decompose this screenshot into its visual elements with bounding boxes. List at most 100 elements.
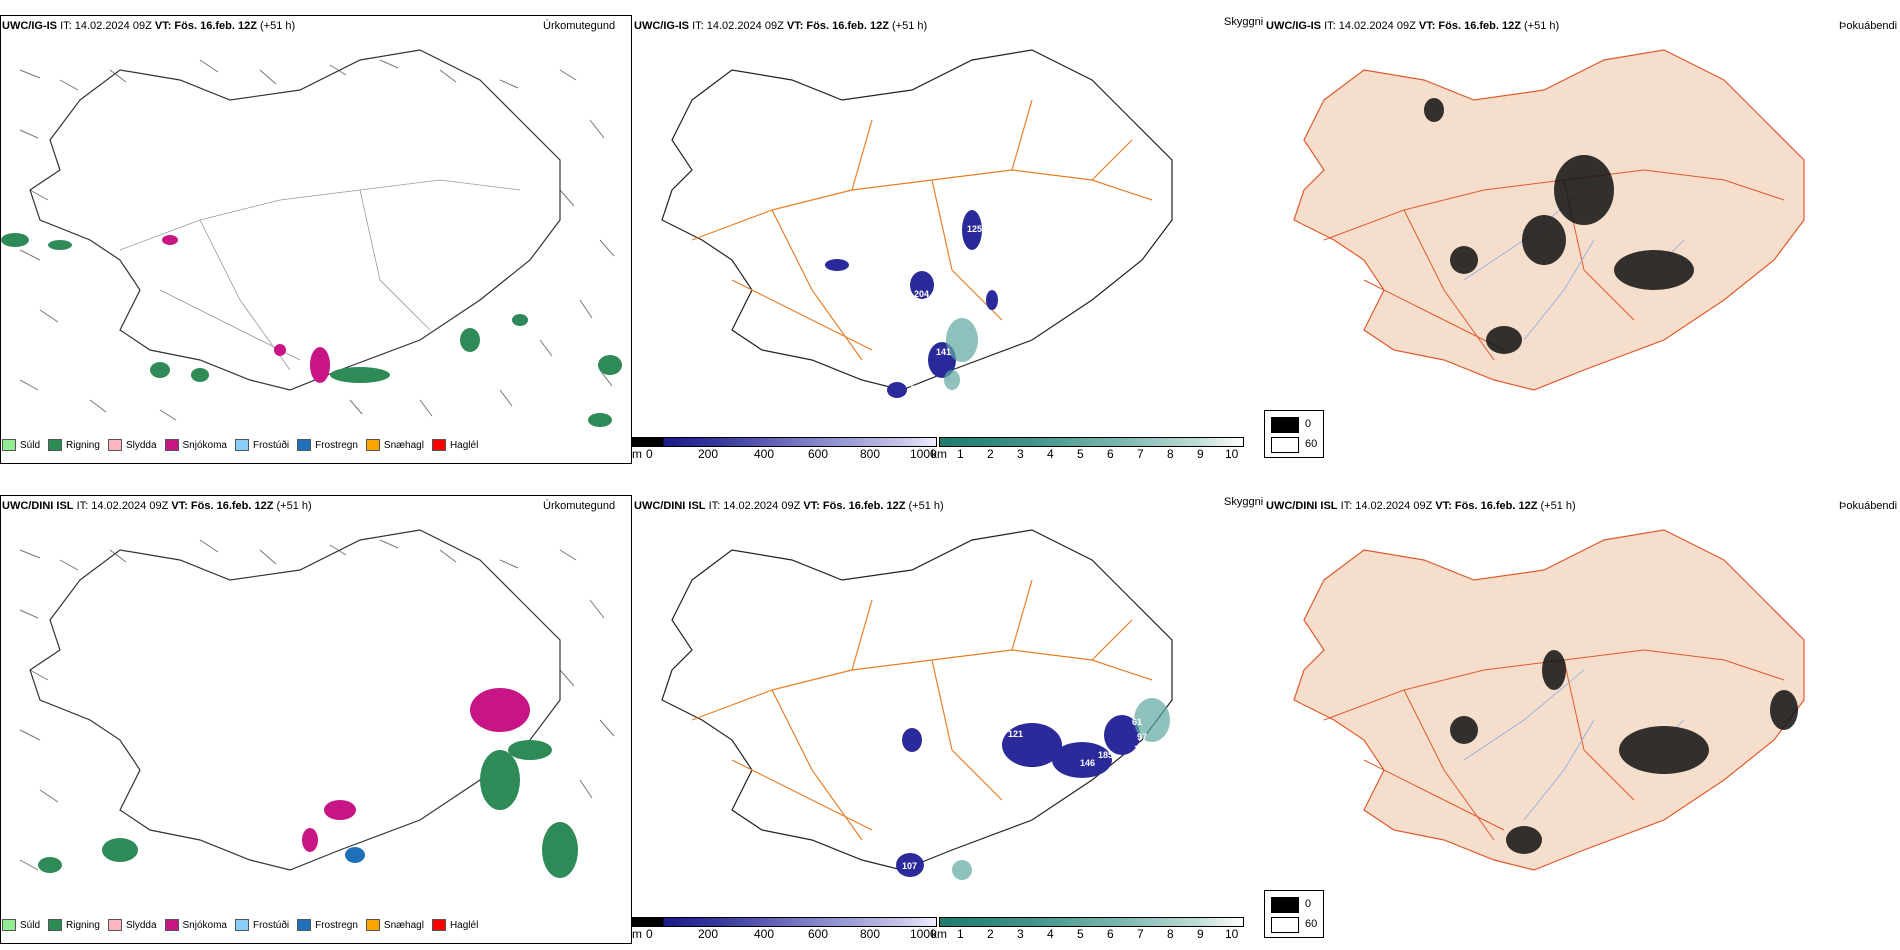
vis-value-label: 110 (910, 384, 925, 394)
scale-tick: 2 (987, 927, 994, 941)
land-fill (1293, 529, 1805, 871)
legend-item: Rigning (48, 439, 100, 451)
fog-legend-label: 60 (1305, 438, 1318, 450)
visibility-panel-dini: UWC/DINI ISL IT: 14.02.2024 09Z VT: Fös.… (632, 480, 1263, 950)
scale-tick: 600 (808, 447, 829, 461)
scale-tick: 6 (1107, 447, 1114, 461)
scale-unit: m (632, 447, 642, 461)
scale-tick: 3 (1017, 927, 1024, 941)
panel-title: UWC/IG-IS IT: 14.02.2024 09Z VT: Fös. 16… (1266, 20, 1560, 32)
panel-title: UWC/DINI ISL IT: 14.02.2024 09Z VT: Fös.… (2, 500, 312, 512)
low-vis-areas (825, 210, 998, 398)
precip-type-panel-igis: UWC/IG-IS IT: 14.02.2024 09Z VT: Fös. 16… (0, 0, 632, 470)
roads (691, 99, 1153, 361)
vis-value-label: 141 (936, 347, 951, 357)
vis-value-label: 61 (1132, 717, 1142, 727)
legend-item: Slydda (107, 919, 157, 931)
fog-legend: 0 60 (1264, 890, 1324, 938)
panel-product-name: Úrkomutegund (543, 20, 616, 32)
panel-title: UWC/IG-IS IT: 14.02.2024 09Z VT: Fös. 16… (2, 20, 296, 32)
vis-value-label: 185 (1098, 750, 1113, 760)
legend-item: Haglél (431, 919, 478, 931)
fog-index-panel-dini: UWC/DINI ISL IT: 14.02.2024 09Z VT: Fös.… (1264, 480, 1898, 950)
freezing-rain-areas (345, 847, 365, 863)
vis-value-label: 125 (967, 224, 982, 234)
vis-value-label: 107 (1134, 744, 1149, 754)
scale-tick: 7 (1137, 447, 1144, 461)
roads (119, 179, 521, 371)
vis-value-label: 121 (1008, 729, 1023, 739)
panel-title: UWC/IG-IS IT: 14.02.2024 09Z VT: Fös. 16… (634, 20, 928, 32)
fog-areas (1450, 650, 1798, 854)
fog-km-areas (944, 318, 978, 390)
legend-item: Snjókoma (164, 439, 227, 451)
visibility-labels: 121 97 185 146 107 61 107 (902, 717, 1149, 871)
panel-product-name: Þokuábendi (1839, 500, 1898, 512)
scale-tick: 1000 (910, 447, 937, 461)
scale-tick: 1000 (910, 927, 937, 941)
scale-tick: 3 (1017, 447, 1024, 461)
precip-type-legend: Súld Rigning Slydda Snjókoma Frostúði Fr… (2, 914, 478, 936)
scale-tick: 800 (860, 447, 881, 461)
legend-item: Haglél (431, 439, 478, 451)
panel-product-name: Skyggni (1224, 496, 1264, 508)
fog-legend-label: 0 (1305, 898, 1312, 910)
fog-legend-label: 0 (1305, 418, 1312, 430)
scale-tick: 8 (1167, 447, 1174, 461)
coastline (661, 529, 1173, 871)
legend-item: Snjókoma (164, 919, 227, 931)
scale-tick: 200 (698, 447, 719, 461)
fog-km-areas (952, 698, 1170, 880)
scale-unit: m (632, 927, 642, 941)
scale-tick: 10 (1225, 447, 1239, 461)
vis-value-label: 204 (914, 289, 929, 299)
visibility-panel-igis: UWC/IG-IS IT: 14.02.2024 09Z VT: Fös. 16… (632, 0, 1263, 470)
legend-item: Snæhagl (365, 919, 424, 931)
fog-legend: 0 60 (1264, 410, 1324, 458)
scale-unit: km (931, 447, 947, 461)
scale-tick: 5 (1077, 927, 1084, 941)
scale-tick: 5 (1077, 447, 1084, 461)
legend-item: Rigning (48, 919, 100, 931)
precip-type-panel-dini: UWC/DINI ISL IT: 14.02.2024 09Z VT: Fös.… (0, 480, 632, 950)
panel-product-name: Úrkomutegund (543, 500, 616, 512)
vis-value-label: 97 (1137, 732, 1147, 742)
iceland-precip-map (1, 49, 622, 427)
visibility-labels: 125 204 141 110 74 (910, 224, 982, 400)
scale-tick: 4 (1047, 447, 1054, 461)
scale-tick: 600 (808, 927, 829, 941)
scale-tick: 400 (754, 927, 775, 941)
rain-areas (38, 740, 578, 878)
scale-tick: 10 (1225, 927, 1239, 941)
iceland-precip-map (19, 529, 615, 878)
fog-index-panel-igis: UWC/IG-IS IT: 14.02.2024 09Z VT: Fös. 16… (1264, 0, 1898, 470)
legend-item: Frostúði (234, 919, 289, 931)
snow-areas (162, 235, 330, 383)
legend-item: Frostregn (297, 439, 358, 451)
iceland-visibility-map: 121 97 185 146 107 61 107 (661, 529, 1173, 880)
low-vis-areas (896, 715, 1140, 877)
scale-tick: 0 (646, 447, 653, 461)
wind-barbs (19, 59, 615, 421)
iceland-visibility-map: 125 204 141 110 74 (661, 49, 1173, 400)
precip-type-legend: Súld Rigning Slydda Snjókoma Frostúði Fr… (2, 434, 478, 456)
roads (691, 579, 1153, 841)
wind-barbs (19, 539, 615, 871)
vis-value-label: 107 (902, 861, 917, 871)
fog-areas (1424, 98, 1694, 354)
vis-value-label: 74 (937, 390, 947, 400)
panel-product-name: Skyggni (1224, 16, 1264, 28)
legend-item: Súld (2, 439, 40, 451)
coastline (29, 529, 561, 871)
map-frame (0, 15, 632, 464)
legend-item: Frostregn (297, 919, 358, 931)
scale-tick: 7 (1137, 927, 1144, 941)
panel-title: UWC/DINI ISL IT: 14.02.2024 09Z VT: Fös.… (1266, 500, 1576, 512)
map-frame (0, 495, 632, 944)
scale-tick: 6 (1107, 927, 1114, 941)
panel-product-name: Þokuábendi (1839, 20, 1898, 32)
vis-value-label: 146 (1080, 758, 1095, 768)
scale-tick: 0 (646, 927, 653, 941)
scale-tick: 800 (860, 927, 881, 941)
scale-tick: 200 (698, 927, 719, 941)
